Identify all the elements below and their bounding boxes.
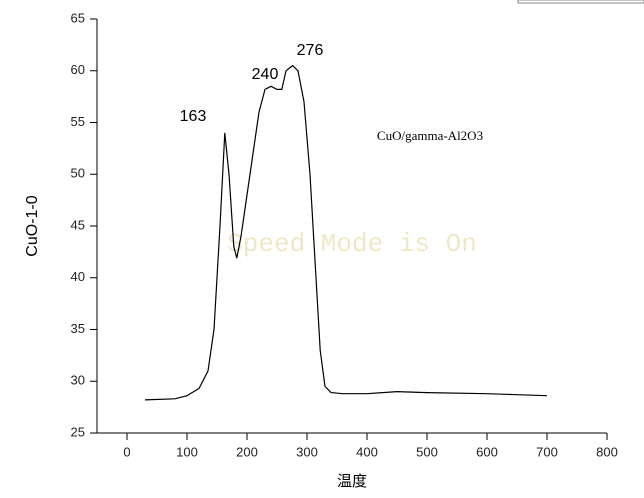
frame-edge — [517, 0, 644, 4]
x-axis-label: 温度 — [337, 473, 367, 490]
y-tick-label: 60 — [71, 62, 85, 77]
x-tick-label: 100 — [176, 444, 198, 459]
y-tick-label: 30 — [71, 373, 85, 388]
y-axis-label: CuO-1-0 — [24, 195, 41, 256]
y-tick-label: 35 — [71, 321, 85, 336]
x-tick-label: 0 — [123, 444, 130, 459]
y-tick-label: 25 — [71, 424, 85, 439]
x-tick-label: 300 — [296, 444, 318, 459]
x-tick-label: 500 — [416, 444, 438, 459]
annotation: 240 — [252, 66, 279, 83]
annotation: 276 — [297, 42, 324, 59]
x-tick-label: 800 — [596, 444, 618, 459]
y-tick-label: 40 — [71, 269, 85, 284]
y-tick-label: 55 — [71, 114, 85, 129]
annotation: CuO/gamma-Al2O3 — [377, 128, 483, 143]
x-tick-label: 400 — [356, 444, 378, 459]
annotation: 163 — [180, 108, 207, 125]
y-tick-label: 50 — [71, 166, 85, 181]
x-tick-label: 700 — [536, 444, 558, 459]
watermark: Speed Mode is On — [227, 229, 477, 259]
y-tick-label: 45 — [71, 217, 85, 232]
data-line — [144, 64, 548, 401]
x-tick-label: 200 — [236, 444, 258, 459]
y-tick-label: 65 — [71, 10, 85, 25]
x-tick-label: 600 — [476, 444, 498, 459]
